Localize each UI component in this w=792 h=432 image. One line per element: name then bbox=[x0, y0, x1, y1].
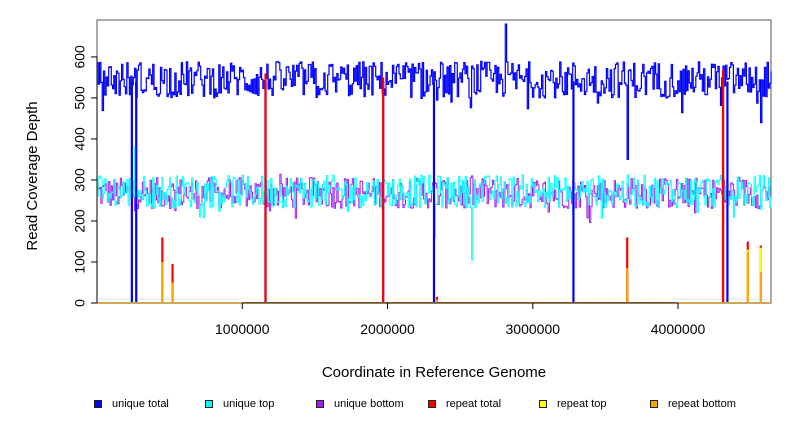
legend-swatch-repeat-bottom bbox=[650, 400, 658, 408]
y-axis: 0 100 200 300 400 500 600 bbox=[71, 45, 98, 307]
legend-item-unique-top: unique top bbox=[205, 398, 274, 410]
legend-label-repeat-top: repeat top bbox=[557, 398, 607, 410]
legend-label-repeat-total: repeat total bbox=[446, 398, 502, 410]
x-axis: 1000000 2000000 3000000 4000000 bbox=[215, 302, 706, 337]
legend-item-repeat-bottom: repeat bottom bbox=[650, 398, 736, 410]
legend-label-unique-total: unique total bbox=[112, 398, 169, 410]
x-tick-label: 4000000 bbox=[651, 321, 706, 337]
series-unique-total bbox=[97, 23, 772, 160]
legend-item-unique-total: unique total bbox=[94, 398, 169, 410]
x-axis-label: Coordinate in Reference Genome bbox=[322, 364, 546, 381]
x-tick-label: 3000000 bbox=[506, 321, 561, 337]
legend-label-unique-bottom: unique bottom bbox=[334, 398, 404, 410]
y-axis-label: Read Coverage Depth bbox=[24, 101, 41, 250]
y-tick-label: 100 bbox=[71, 250, 87, 274]
series-layer bbox=[97, 23, 772, 303]
legend-item-repeat-top: repeat top bbox=[539, 398, 607, 410]
y-tick-label: 200 bbox=[71, 209, 87, 233]
legend-item-unique-bottom: unique bottom bbox=[316, 398, 404, 410]
legend-swatch-unique-top bbox=[205, 400, 213, 408]
legend: unique total unique top unique bottom re… bbox=[0, 398, 792, 418]
y-tick-label: 0 bbox=[71, 299, 87, 307]
x-tick-label: 2000000 bbox=[360, 321, 415, 337]
legend-item-repeat-total: repeat total bbox=[428, 398, 501, 410]
y-tick-label: 500 bbox=[71, 86, 87, 110]
legend-swatch-repeat-top bbox=[539, 400, 547, 408]
y-tick-label: 600 bbox=[71, 45, 87, 69]
legend-swatch-unique-bottom bbox=[316, 400, 324, 408]
legend-swatch-repeat-total bbox=[428, 400, 436, 408]
y-tick-label: 300 bbox=[71, 168, 87, 192]
y-tick-label: 400 bbox=[71, 127, 87, 151]
legend-swatch-unique-total bbox=[94, 400, 102, 408]
legend-label-repeat-bottom: repeat bottom bbox=[668, 398, 736, 410]
legend-label-unique-top: unique top bbox=[223, 398, 275, 410]
x-tick-label: 1000000 bbox=[215, 321, 270, 337]
